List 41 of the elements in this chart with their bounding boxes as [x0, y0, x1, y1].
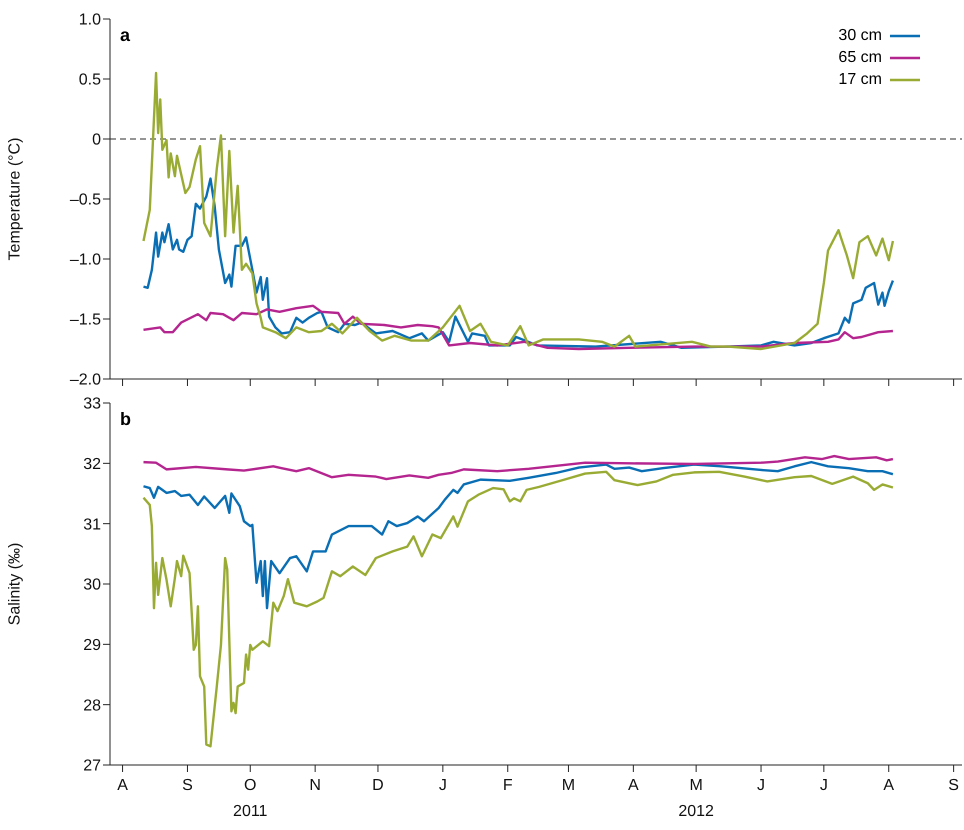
x-tick-label: S [182, 777, 193, 794]
y-tick-label: 0 [92, 132, 102, 149]
x-tick-label: F [502, 777, 513, 794]
y-axis-title: Salinity (‰) [6, 542, 24, 626]
x-tick-label: M 2012 [678, 777, 714, 820]
y-tick-label: –1.0 [70, 252, 102, 269]
x-tick-label: D [372, 777, 384, 794]
y-tick-label: 30 [83, 576, 102, 594]
x-tick-label: J [757, 777, 766, 794]
chart-title: b [120, 409, 131, 430]
line-series [142, 304, 894, 350]
y-tick-label: –1.5 [70, 312, 102, 329]
x-tick-label: A [883, 777, 894, 794]
y-axis-title: Temperature (°C) [6, 138, 24, 260]
x-tick-label: A [628, 777, 640, 794]
line-series [142, 454, 894, 480]
x-tick-label: M [562, 777, 576, 794]
y-tick-label: –2.0 [70, 372, 102, 389]
line-series [142, 460, 894, 610]
line-series [142, 177, 894, 349]
y-tick-label: 0.5 [78, 72, 102, 89]
legend-label: 30 cm [838, 27, 882, 45]
x-tick-label: J [820, 777, 828, 794]
legend-label: 65 cm [838, 49, 882, 67]
x-tick-label: J [438, 777, 447, 794]
line-series [142, 470, 894, 748]
y-tick-label: 1.0 [78, 12, 102, 29]
x-tick-label: A [117, 777, 128, 794]
legend-label: 17 cm [838, 71, 882, 89]
y-tick-label: –0.5 [70, 192, 102, 209]
x-tick-label: N [309, 777, 321, 794]
line-series [142, 72, 894, 350]
y-tick-label: 33 [83, 396, 102, 413]
y-tick-label: 28 [83, 697, 102, 714]
x-tick-label: S [948, 777, 959, 794]
y-tick-label: 27 [83, 758, 102, 775]
chart-title: a [120, 25, 130, 46]
x-tick-label: O 2011 [233, 777, 268, 820]
y-tick-label: 31 [83, 516, 102, 534]
y-tick-label: 32 [83, 456, 102, 474]
y-tick-label: 29 [83, 637, 102, 654]
